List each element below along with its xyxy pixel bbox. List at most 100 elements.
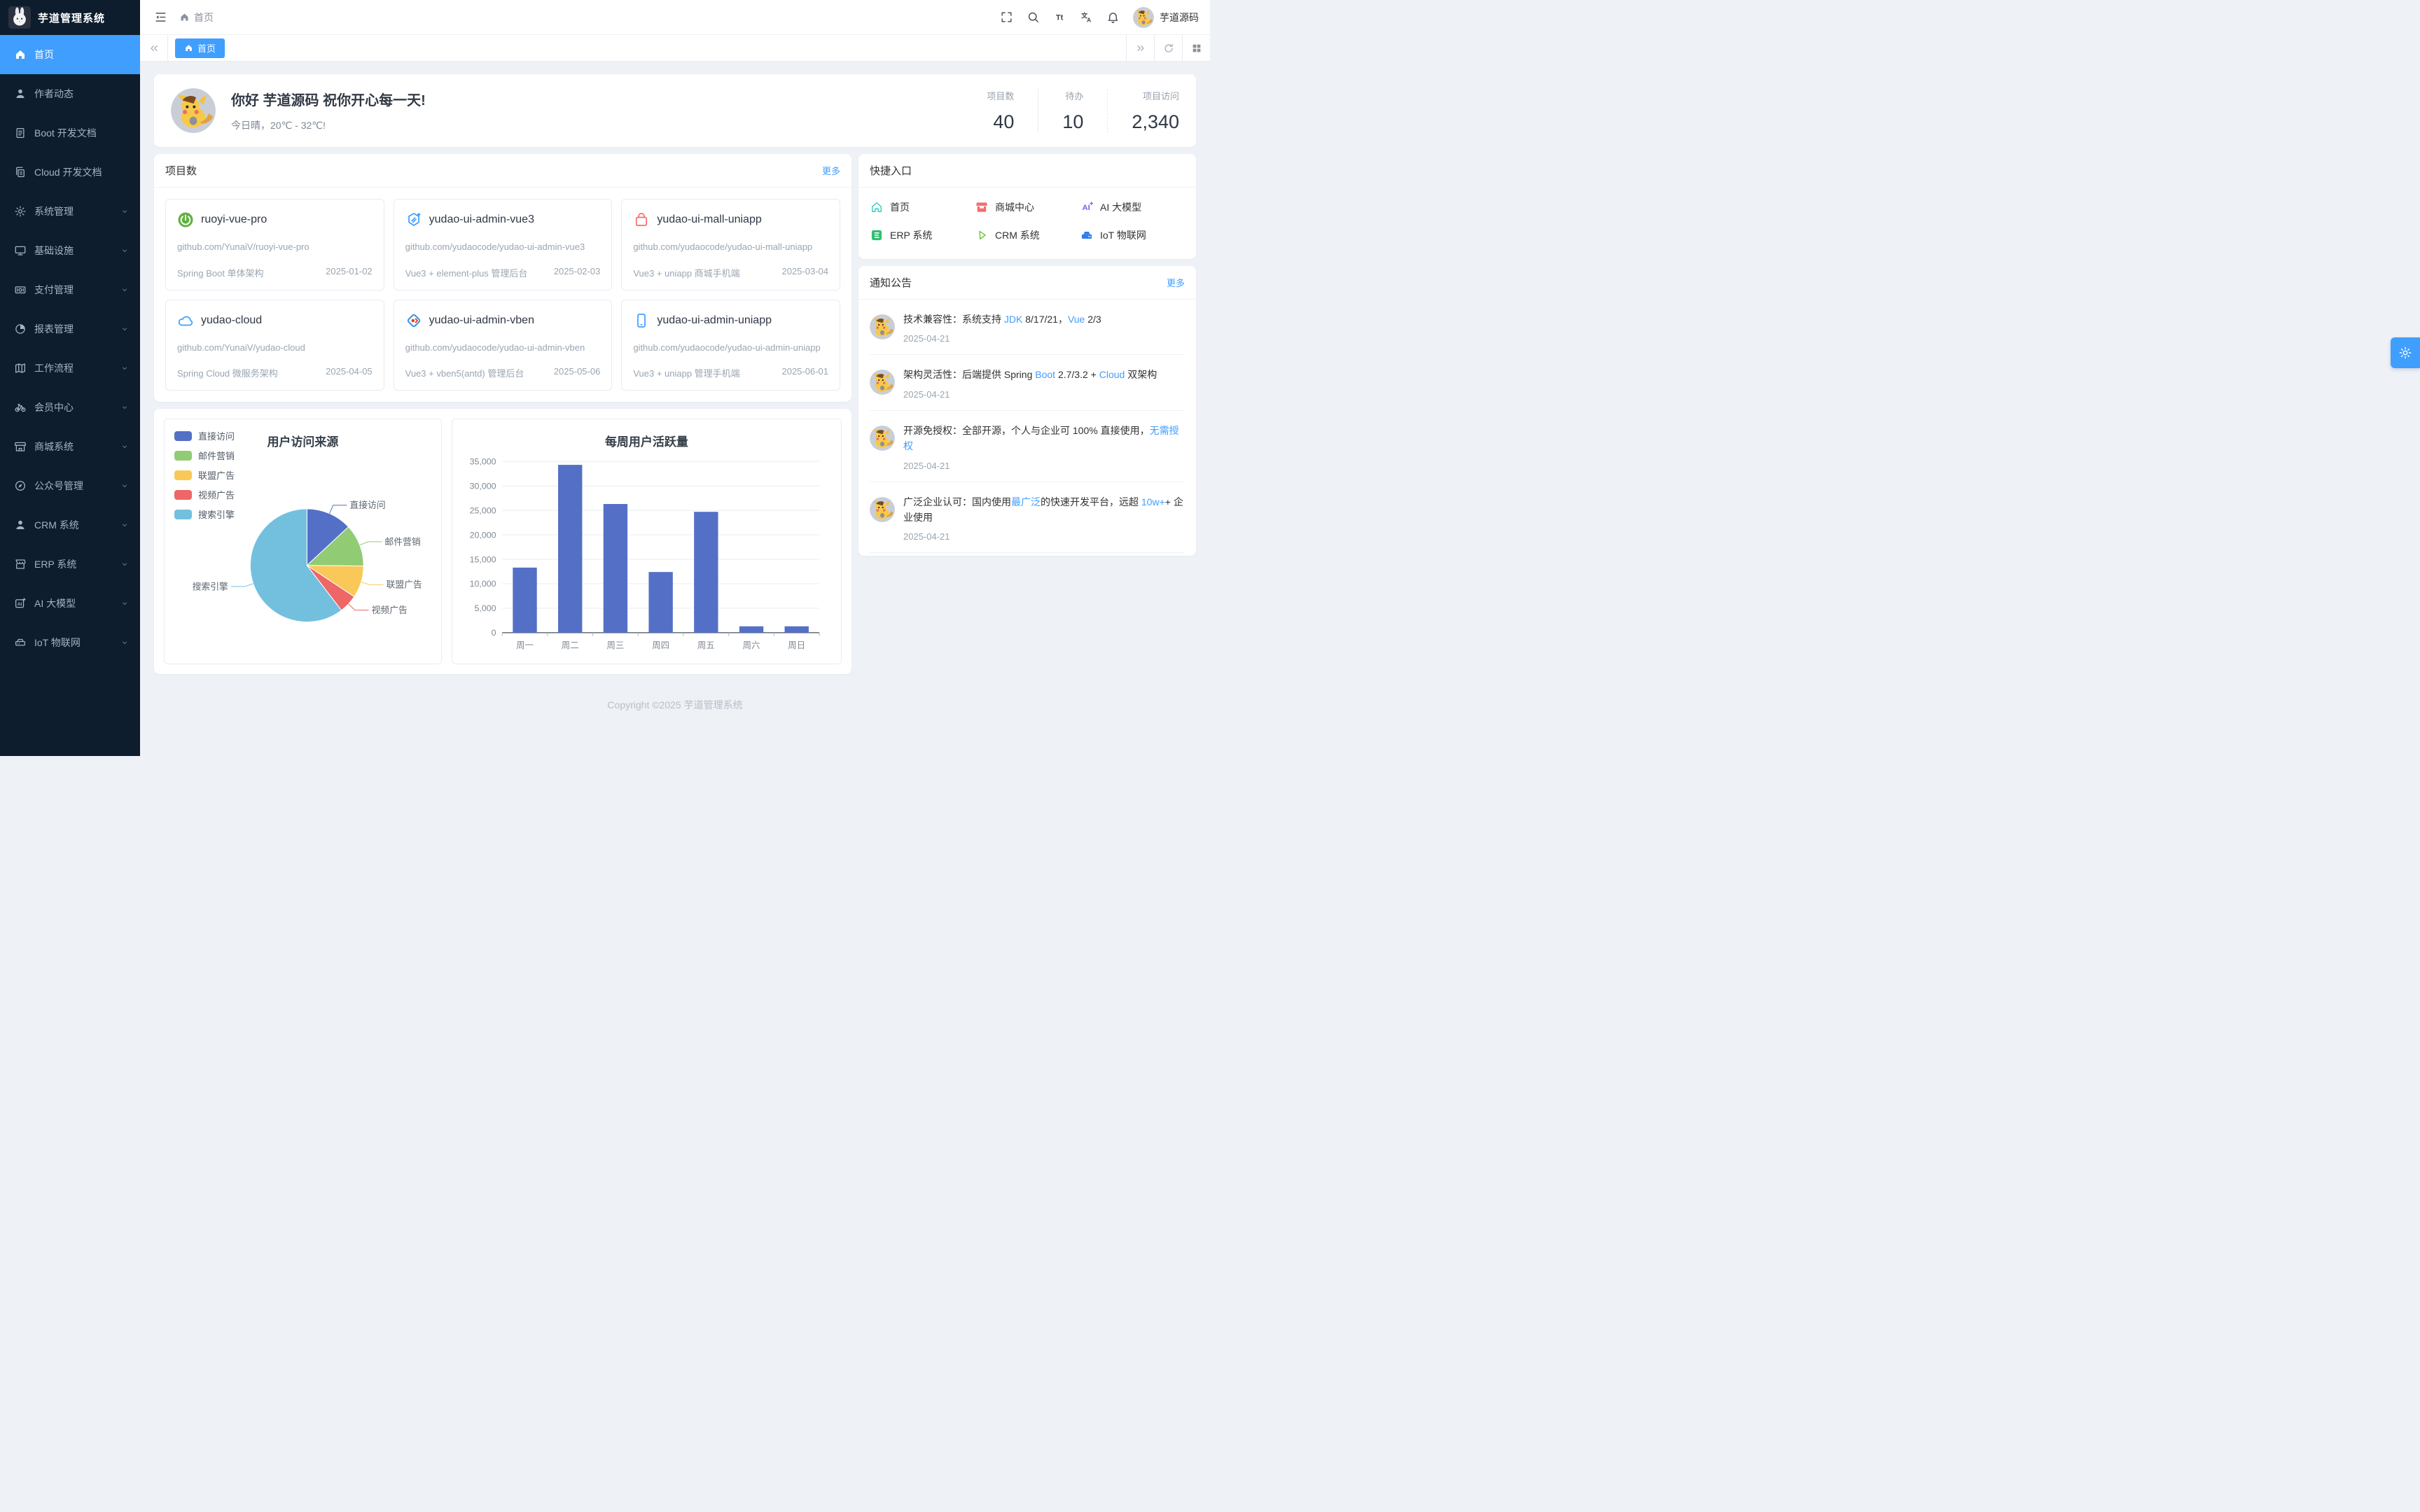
quick-link-AI 大模型[interactable]: AI AI 大模型: [1080, 200, 1185, 214]
qai-icon: AI: [1080, 200, 1094, 214]
notice-link[interactable]: Boot: [1035, 369, 1056, 381]
sidebar-item-4[interactable]: 系统管理: [0, 192, 140, 231]
quick-links-panel: 快捷入口 首页 商城中心 AI AI 大模型 ERP 系统 CRM 系统 IoT 物联网: [858, 154, 1196, 259]
project-url[interactable]: github.com/yudaocode/yudao-ui-admin-unia…: [633, 342, 821, 353]
sidebar-item-label: IoT 物联网: [34, 637, 81, 648]
sidebar-collapse-button[interactable]: [147, 0, 174, 35]
pie-slice-邮件营销[interactable]: [306, 526, 364, 567]
bar-周五[interactable]: [694, 512, 718, 633]
qhome-icon: [870, 200, 884, 214]
pie-label-line: [359, 541, 382, 545]
tabs-refresh-button[interactable]: [1154, 35, 1182, 61]
project-card-yudao-cloud[interactable]: yudao-cloud github.com/YunaiV/yudao-cloud…: [165, 299, 384, 391]
gear-icon: [14, 205, 27, 218]
quick-link-首页[interactable]: 首页: [870, 200, 975, 214]
project-card-ruoyi-vue-pro[interactable]: ruoyi-vue-pro github.com/YunaiV/ruoyi-vue…: [165, 199, 384, 290]
sidebar-item-14[interactable]: AI AI 大模型: [0, 584, 140, 623]
project-card-yudao-ui-admin-vue3[interactable]: yudao-ui-admin-vue3 github.com/yudaocode/…: [393, 199, 613, 290]
sidebar-item-12[interactable]: CRM 系统: [0, 505, 140, 545]
notice-link[interactable]: Cloud: [1099, 369, 1125, 381]
notice-item-0[interactable]: 技术兼容性：系统支持 JDK 8/17/21，Vue 2/3 2025-04-21: [870, 300, 1185, 356]
quick-link-label: CRM 系统: [995, 230, 1040, 241]
sidebar: 芋道管理系统 首页 作者动态 Boot 开发文档 Cloud 开发文档 系统管理 基础设施…: [0, 0, 140, 756]
project-card-yudao-ui-admin-vben[interactable]: yudao-ui-admin-vben github.com/yudaocode/…: [393, 299, 613, 391]
app-logo[interactable]: 芋道管理系统: [0, 0, 140, 35]
chevron-down-icon: [120, 403, 129, 412]
notice-item-2[interactable]: 开源免授权：全部开源，个人与企业可 100% 直接使用，无需授权 2025-04-…: [870, 411, 1185, 482]
quick-link-CRM 系统[interactable]: CRM 系统: [975, 228, 1080, 242]
tabs-layout-button[interactable]: [1182, 35, 1210, 61]
sidebar-item-6[interactable]: 支付管理: [0, 270, 140, 309]
font-size-button[interactable]: Tt: [1046, 0, 1073, 35]
project-url[interactable]: github.com/yudaocode/yudao-ui-admin-vue3: [405, 241, 585, 252]
notice-link[interactable]: 10w+: [1141, 496, 1165, 507]
tab-home[interactable]: 首页: [175, 38, 225, 58]
quick-link-IoT 物联网[interactable]: IoT 物联网: [1080, 228, 1185, 242]
quick-link-商城中心[interactable]: 商城中心: [975, 200, 1080, 214]
legend-item-邮件营销[interactable]: 邮件营销: [174, 449, 235, 462]
breadcrumb[interactable]: 首页: [179, 10, 214, 24]
y-tick-label: 20,000: [469, 530, 496, 540]
legend-item-联盟广告[interactable]: 联盟广告: [174, 468, 235, 482]
sidebar-item-13[interactable]: ERP 系统: [0, 545, 140, 584]
tab-bar: 首页: [140, 35, 1210, 62]
chevron-down-icon: [120, 246, 129, 255]
tabs-scroll-left-button[interactable]: [140, 35, 168, 61]
project-card-yudao-ui-admin-uniapp[interactable]: yudao-ui-admin-uniapp github.com/yudaocod…: [621, 299, 840, 391]
sidebar-item-11[interactable]: 公众号管理: [0, 466, 140, 505]
notice-avatar: [870, 496, 895, 522]
bar-周二[interactable]: [557, 465, 583, 633]
bar-周三[interactable]: [603, 504, 628, 633]
sidebar-item-9[interactable]: 会员中心: [0, 388, 140, 427]
x-tick-label: 周六: [742, 640, 760, 650]
welcome-stat-2: 项目访问 2,340: [1107, 88, 1179, 133]
settings-fab[interactable]: [2391, 337, 2420, 368]
sidebar-item-7[interactable]: 报表管理: [0, 309, 140, 349]
project-url[interactable]: github.com/yudaocode/yudao-ui-admin-vben: [405, 342, 585, 353]
sidebar-item-15[interactable]: IoT 物联网: [0, 623, 140, 662]
chevron-down-icon: [120, 599, 129, 608]
notice-avatar: [870, 314, 895, 340]
bar-周六[interactable]: [739, 626, 764, 633]
notice-link[interactable]: 最广泛: [1011, 496, 1041, 507]
bar-周一[interactable]: [513, 567, 537, 633]
bar-周四[interactable]: [648, 572, 673, 633]
sidebar-item-label: 支付管理: [34, 284, 74, 295]
quick-link-ERP 系统[interactable]: ERP 系统: [870, 228, 975, 242]
notices-more-link[interactable]: 更多: [1166, 278, 1185, 288]
welcome-subtitle: 今日晴，20℃ - 32℃!: [231, 120, 326, 131]
legend-item-搜索引擎[interactable]: 搜索引擎: [174, 507, 235, 521]
bar-周日[interactable]: [784, 626, 809, 633]
notice-link[interactable]: 无需授权: [903, 424, 1179, 452]
sidebar-item-10[interactable]: 商城系统: [0, 427, 140, 466]
notification-bell-button[interactable]: [1099, 0, 1126, 35]
legend-item-直接访问[interactable]: 直接访问: [174, 429, 235, 442]
project-url[interactable]: github.com/yudaocode/yudao-ui-mall-uniap…: [633, 241, 813, 252]
project-meta: Vue3 + uniapp 管理手机端 2025-06-01: [633, 366, 828, 379]
welcome-stats: 项目数 40 待办 10 项目访问 2,340: [963, 88, 1179, 133]
user-menu[interactable]: 芋道源码: [1133, 6, 1199, 28]
sidebar-item-2[interactable]: Boot 开发文档: [0, 113, 140, 153]
sidebar-item-8[interactable]: 工作流程: [0, 349, 140, 388]
projects-more-link[interactable]: 更多: [821, 166, 840, 176]
notice-link[interactable]: Vue: [1067, 314, 1085, 325]
legend-item-视频广告[interactable]: 视频广告: [174, 488, 235, 501]
fullscreen-button[interactable]: [993, 0, 1020, 35]
project-url[interactable]: github.com/YunaiV/yudao-cloud: [177, 342, 305, 353]
search-button[interactable]: [1020, 0, 1046, 35]
pie-chart-title: 用户访问来源: [267, 435, 339, 449]
sidebar-item-0[interactable]: 首页: [0, 35, 140, 74]
tabs-scroll-right-button[interactable]: [1126, 35, 1154, 61]
notice-item-1[interactable]: 架构灵活性：后端提供 Spring Boot 2.7/3.2 + Cloud 双…: [870, 355, 1185, 411]
sidebar-item-1[interactable]: 作者动态: [0, 74, 140, 113]
sidebar-item-5[interactable]: 基础设施: [0, 231, 140, 270]
project-card-yudao-ui-mall-uniapp[interactable]: yudao-ui-mall-uniapp github.com/yudaocode…: [621, 199, 840, 290]
notice-item-3[interactable]: 广泛企业认可：国内使用最广泛的快速开发平台，远超 10w++ 企业使用 2025-…: [870, 482, 1185, 554]
project-url[interactable]: github.com/YunaiV/ruoyi-vue-pro: [177, 241, 310, 252]
pie-slice-直接访问[interactable]: [306, 508, 349, 566]
x-tick-label: 周三: [606, 640, 624, 650]
pie-chart-legend: 直接访问邮件营销联盟广告视频广告搜索引擎: [174, 429, 235, 527]
notice-link[interactable]: JDK: [1003, 314, 1023, 325]
sidebar-item-3[interactable]: Cloud 开发文档: [0, 153, 140, 192]
